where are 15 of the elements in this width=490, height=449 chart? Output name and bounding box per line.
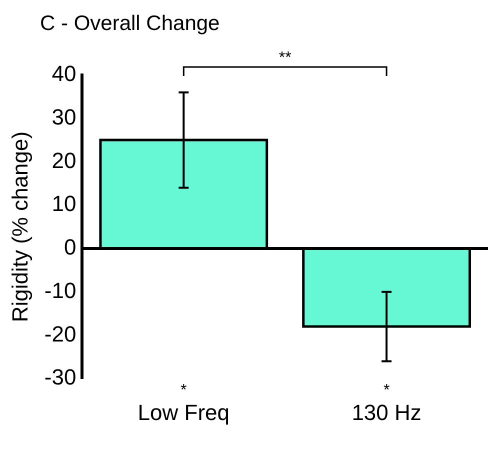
y-tick-label: 30 [52, 104, 76, 130]
text: * [383, 382, 390, 400]
x-tick-label: 130 Hz [352, 400, 422, 425]
chart-title: C - Overall Change [39, 11, 221, 37]
y-tick-label: -30 [44, 364, 76, 390]
y-tick-label: 10 [52, 191, 76, 216]
y-tick-label: 0 [64, 234, 76, 260]
y-axis-title: Rigidity (% change) [7, 131, 32, 322]
text: * [180, 382, 187, 400]
y-tick-label: 20 [52, 148, 76, 173]
y-tick-label: -10 [44, 278, 76, 303]
x-tick-label: Low Freq [138, 400, 230, 425]
text: ** [278, 49, 292, 66]
y-tick-label: -20 [44, 321, 76, 346]
y-tick-label: 40 [52, 61, 76, 86]
